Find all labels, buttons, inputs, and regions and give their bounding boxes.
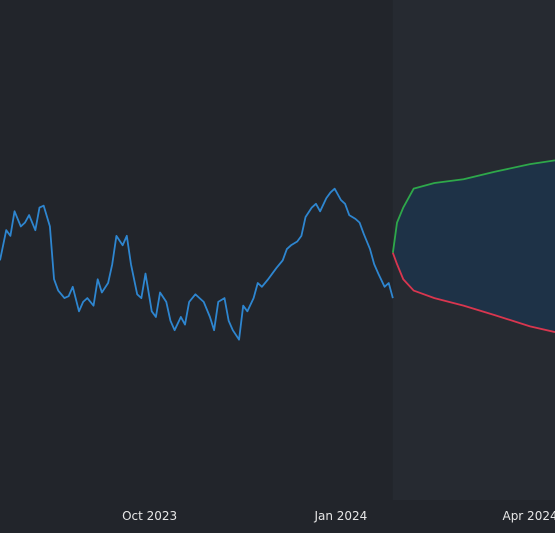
- history-line: [0, 187, 394, 341]
- forecast-confidence-band: [392, 160, 555, 333]
- x-tick-label: Jan 2024: [313, 509, 367, 523]
- x-tick-label: Oct 2023: [122, 509, 177, 523]
- forecast-lower-line: [392, 252, 555, 333]
- forecast-upper-line: [391, 159, 555, 253]
- x-tick-label: Apr 2024: [502, 509, 555, 523]
